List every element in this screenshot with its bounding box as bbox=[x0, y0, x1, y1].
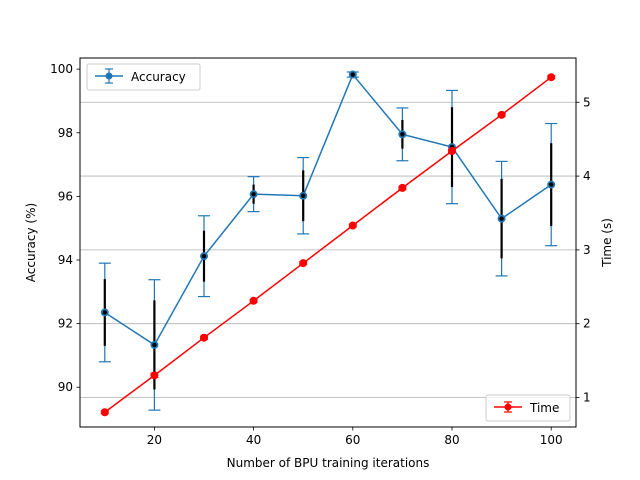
x-tick-label: 100 bbox=[540, 433, 563, 447]
legend-accuracy-label: Accuracy bbox=[131, 70, 186, 84]
plot-frame bbox=[79, 57, 577, 428]
accuracy-point-core bbox=[152, 342, 157, 348]
y2-tick-label: 4 bbox=[583, 169, 591, 183]
accuracy-point-core bbox=[499, 216, 504, 221]
axis-ticks: 20 40 60 80 100 90 92 94 96 98 100 1 2 3 4 5 bbox=[50, 62, 591, 447]
y2-tick-label: 3 bbox=[583, 243, 591, 257]
time-series bbox=[100, 73, 556, 417]
legend-time-label: Time bbox=[529, 401, 559, 415]
y-tick-label: 98 bbox=[58, 126, 73, 140]
y-tick-label: 94 bbox=[58, 253, 73, 267]
accuracy-point-core bbox=[301, 193, 306, 198]
y2-tick-label: 2 bbox=[583, 317, 591, 331]
x-axis-label: Number of BPU training iterations bbox=[227, 456, 430, 470]
y-tick-label: 92 bbox=[58, 317, 73, 331]
time-point bbox=[299, 259, 308, 268]
time-point bbox=[348, 221, 357, 230]
accuracy-line bbox=[104, 73, 552, 346]
y2-tick-label: 5 bbox=[583, 95, 591, 109]
accuracy-point-core bbox=[251, 191, 256, 197]
time-point bbox=[398, 183, 407, 192]
time-point bbox=[497, 110, 506, 119]
time-point bbox=[150, 371, 159, 380]
time-line bbox=[104, 76, 552, 413]
time-point bbox=[200, 333, 208, 342]
time-point bbox=[249, 296, 258, 305]
y-tick-label: 100 bbox=[50, 62, 73, 76]
legend-time: Time bbox=[485, 394, 571, 422]
legend-accuracy-box bbox=[86, 63, 201, 91]
legend-accuracy: Accuracy bbox=[86, 63, 201, 91]
legend-time-marker bbox=[504, 403, 512, 411]
y-axis-label: Accuracy (%) bbox=[24, 203, 38, 282]
accuracy-point-core bbox=[400, 132, 405, 137]
time-point bbox=[448, 146, 456, 155]
time-point bbox=[547, 73, 556, 82]
accuracy-point-core bbox=[350, 72, 355, 77]
legend-accuracy-marker bbox=[105, 72, 113, 80]
accuracy-point-core bbox=[201, 253, 207, 259]
y-tick-label: 90 bbox=[58, 380, 73, 394]
y2-axis-label: Time (s) bbox=[600, 218, 614, 268]
x-tick-label: 20 bbox=[147, 433, 162, 447]
accuracy-point-core bbox=[102, 310, 108, 315]
accuracy-series bbox=[98, 70, 558, 411]
x-tick-label: 80 bbox=[444, 433, 459, 447]
time-point bbox=[100, 408, 109, 417]
accuracy-point-core bbox=[549, 182, 554, 187]
y-tick-label: 96 bbox=[58, 189, 73, 203]
x-tick-label: 60 bbox=[345, 433, 360, 447]
y2-tick-label: 1 bbox=[583, 390, 591, 404]
x-tick-label: 40 bbox=[246, 433, 261, 447]
